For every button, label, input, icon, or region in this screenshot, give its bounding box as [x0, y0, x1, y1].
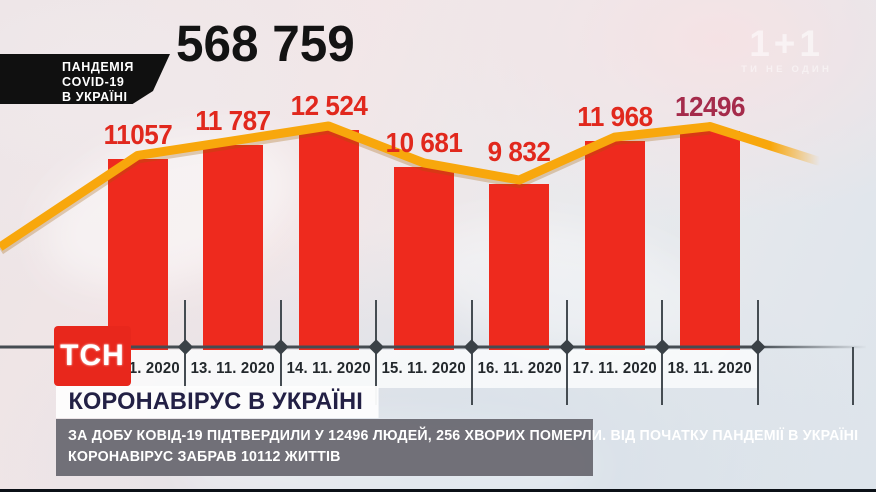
bar-value-label: 12496 [675, 90, 746, 122]
bar-value-label: 11 787 [195, 104, 271, 136]
ticker-line-2: КОРОНАВІРУС ЗАБРАВ 10112 ЖИТТІВ [68, 449, 341, 465]
bar-value-label: 10 681 [385, 126, 463, 158]
trend-line [0, 121, 711, 251]
x-axis-label: 13. 11. 2020 [190, 360, 276, 377]
bar-16. 11. 2020 [489, 184, 550, 350]
trend-line-fade-tail [705, 122, 823, 166]
headline: КОРОНАВІРУС В УКРАЇНІ [56, 386, 379, 418]
channel-slogan: ТИ НЕ ОДИН [741, 64, 832, 75]
axis-diamond-marker [273, 339, 289, 355]
channel-logo-1plus1: 1+1 [749, 23, 824, 64]
x-axis-label: 15. 11. 2020 [381, 360, 466, 377]
ticker-line-1: ЗА ДОБУ КОВІД-19 ПІДТВЕРДИЛИ У 12496 ЛЮД… [68, 428, 859, 444]
total-cases-counter: 568 759 [176, 15, 355, 72]
channel-watermark: 1+1 ТИ НЕ ОДИН [741, 23, 832, 75]
bar-value-label: 11057 [103, 119, 173, 151]
news-ticker: ЗА ДОБУ КОВІД-19 ПІДТВЕРДИЛИ У 12496 ЛЮД… [56, 419, 859, 476]
x-axis-label: 17. 11. 2020 [572, 360, 657, 377]
bar-15. 11. 2020 [393, 166, 454, 350]
badge-line-3: В УКРАЇНІ [62, 90, 128, 105]
badge-line-1: ПАНДЕМІЯ [62, 60, 134, 74]
bar-17. 11. 2020 [584, 141, 645, 350]
bar-value-label: 9 832 [487, 136, 551, 167]
axis-diamond-marker [368, 339, 384, 355]
bar-value-label: 12 524 [290, 90, 367, 121]
x-axis-strip [90, 350, 758, 388]
x-axis-label: 14. 11. 2020 [286, 360, 371, 377]
axis-diamond-marker [463, 339, 480, 355]
axis-diamond-marker [750, 339, 766, 355]
axis-diamond-marker [559, 339, 575, 355]
bar-13. 11. 2020 [203, 144, 264, 350]
x-axis-label: 18. 11. 2020 [667, 360, 753, 377]
pandemic-badge: ПАНДЕМІЯ COVID-19 В УКРАЇНІ [0, 54, 170, 104]
axis-diamond-marker [177, 339, 194, 355]
badge-line-2: COVID-19 [62, 75, 125, 90]
axis-diamond-marker [654, 339, 671, 355]
tsn-logo: ТСН [54, 326, 131, 386]
bar-14. 11. 2020 [298, 130, 359, 350]
bar-value-label: 11 968 [576, 101, 653, 133]
axis-tick [852, 347, 855, 405]
x-axis-label: 16. 11. 2020 [477, 360, 562, 377]
bar-18. 11. 2020 [680, 130, 741, 350]
bottom-edge-strip [0, 489, 876, 492]
bar-12. 11. 2020 [107, 159, 168, 350]
